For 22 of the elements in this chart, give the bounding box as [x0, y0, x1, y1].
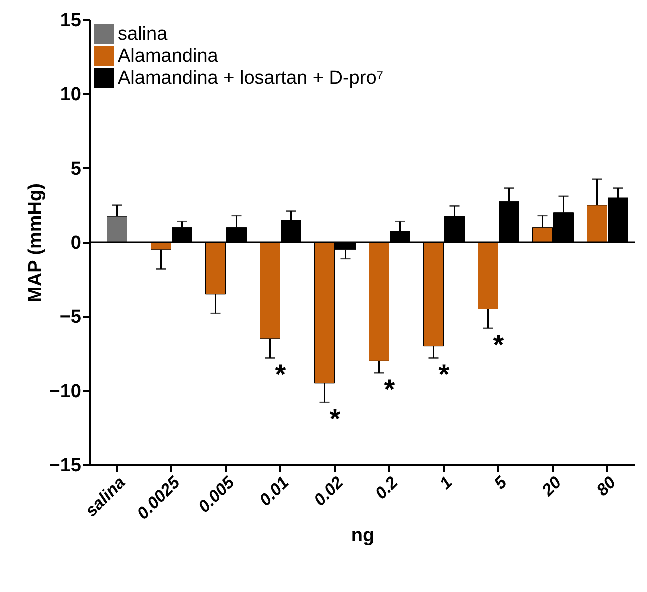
annotation: * — [275, 359, 286, 390]
annotation: * — [438, 359, 450, 390]
legend-label: Alamandina + losartan + D-pro⁷ — [118, 68, 384, 89]
y-tick-label: −5 — [60, 307, 82, 328]
x-tick-label: 80 — [592, 472, 620, 500]
x-tick-label: 5 — [490, 472, 512, 494]
x-tick-label: 1 — [436, 473, 456, 494]
x-axis-title: ng — [351, 526, 375, 547]
annotation: * — [493, 330, 504, 361]
y-tick-label: −10 — [49, 381, 82, 402]
legend-label: salina — [118, 24, 168, 45]
x-tick-label: 20 — [538, 472, 566, 501]
legend-label: Alamandina — [118, 46, 219, 67]
y-tick-label: −15 — [49, 456, 82, 476]
y-tick-label: 5 — [70, 158, 82, 180]
y-tick-label: 0 — [70, 233, 82, 254]
y-tick-label: 15 — [60, 10, 82, 32]
annotation: * — [330, 404, 341, 435]
annotation: * — [384, 374, 396, 406]
y-axis-title: MAP (mmHg) — [25, 184, 46, 302]
y-tick-label: 10 — [60, 84, 82, 106]
x-tick-label: 0.2 — [372, 472, 402, 504]
